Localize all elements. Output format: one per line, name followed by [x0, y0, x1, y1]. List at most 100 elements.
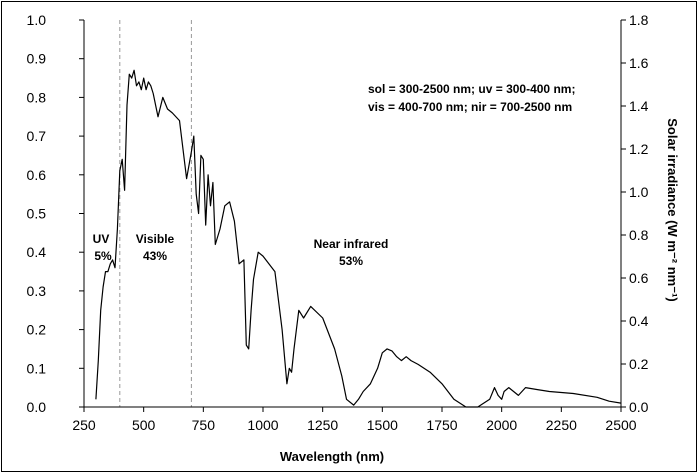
data-point	[286, 383, 288, 385]
data-point	[110, 263, 112, 265]
right-y-tick-label: 1.4	[629, 98, 649, 114]
data-point	[100, 310, 102, 312]
data-point	[121, 159, 123, 161]
x-tick-label: 2250	[546, 417, 577, 433]
data-point	[289, 368, 291, 370]
data-point	[346, 399, 348, 401]
data-point	[250, 310, 252, 312]
left-y-tick-label: 0.3	[27, 283, 47, 299]
data-point	[377, 368, 379, 370]
data-point	[195, 193, 197, 195]
left-y-tick-label: 0.5	[27, 206, 47, 222]
left-y-tick-label: 0.4	[27, 244, 47, 260]
data-point	[224, 205, 226, 207]
data-point	[179, 120, 181, 122]
left-y-tick-label: 0.9	[27, 51, 47, 67]
data-point	[358, 399, 360, 401]
right-y-tick-label: 1.0	[629, 184, 649, 200]
data-point	[620, 402, 622, 404]
data-point	[248, 348, 250, 350]
data-point	[105, 271, 107, 273]
band-definitions-line-2: vis = 400-700 nm; nir = 700-2500 nm	[368, 100, 572, 114]
left-y-tick-label: 0.1	[27, 360, 47, 376]
data-point	[382, 352, 384, 354]
data-point	[131, 77, 133, 79]
data-point	[370, 383, 372, 385]
data-point	[513, 391, 515, 393]
x-tick-label: 2500	[605, 417, 636, 433]
visible-label: Visible	[136, 232, 175, 246]
data-point	[410, 360, 412, 362]
data-point	[465, 406, 467, 408]
data-point	[124, 190, 126, 192]
data-point	[291, 371, 293, 373]
data-point	[107, 271, 109, 273]
data-point	[172, 112, 174, 114]
data-point	[145, 89, 147, 91]
x-tick-label: 1000	[247, 417, 278, 433]
data-point	[157, 116, 159, 118]
data-point	[152, 93, 154, 95]
data-point	[143, 77, 145, 79]
left-y-tick-label: 0.2	[27, 322, 47, 338]
visible-percent: 43%	[143, 249, 167, 263]
data-point	[608, 400, 610, 402]
data-point	[503, 391, 505, 393]
right-y-tick-label: 0.0	[629, 399, 649, 415]
data-point	[238, 263, 240, 265]
data-point	[203, 159, 205, 161]
data-point	[518, 395, 520, 397]
data-point	[253, 279, 255, 281]
data-point	[136, 85, 138, 87]
data-point	[477, 406, 479, 408]
data-point	[257, 251, 259, 253]
right-y-tick-label: 0.6	[629, 270, 649, 286]
data-point	[133, 70, 135, 72]
data-point	[150, 85, 152, 87]
x-tick-label: 250	[72, 417, 96, 433]
data-point	[243, 259, 245, 261]
x-tick-label: 500	[132, 417, 156, 433]
data-point	[162, 97, 164, 99]
data-point	[293, 348, 295, 350]
data-point	[207, 174, 209, 176]
data-point	[401, 360, 403, 362]
x-tick-label: 1250	[307, 417, 338, 433]
x-tick-label: 1750	[426, 417, 457, 433]
data-point	[114, 267, 116, 269]
right-y-tick-label: 0.2	[629, 356, 649, 372]
data-point	[98, 360, 100, 362]
data-point	[341, 375, 343, 377]
data-point	[167, 108, 169, 110]
data-point	[205, 224, 207, 226]
data-point	[508, 387, 510, 389]
left-y-tick-label: 0.0	[27, 399, 47, 415]
left-y-tick-label: 0.7	[27, 128, 47, 144]
data-point	[386, 348, 388, 350]
data-point	[494, 387, 496, 389]
data-point	[234, 220, 236, 222]
data-point	[138, 81, 140, 83]
data-point	[191, 151, 193, 153]
data-point	[453, 399, 455, 401]
right-y-tick-label: 1.8	[629, 12, 649, 28]
data-point	[95, 399, 97, 401]
data-point	[489, 399, 491, 401]
data-point	[497, 395, 499, 397]
data-point	[212, 182, 214, 184]
data-point	[353, 404, 355, 406]
data-point	[119, 170, 121, 172]
data-point	[148, 81, 150, 83]
data-point	[334, 348, 336, 350]
data-point	[200, 155, 202, 157]
data-point	[417, 364, 419, 366]
data-point	[362, 391, 364, 393]
data-point	[537, 389, 539, 391]
data-point	[141, 89, 143, 91]
right-y-tick-label: 1.2	[629, 141, 649, 157]
band-definitions-line-1: sol = 300-2500 nm; uv = 300-400 nm;	[368, 82, 575, 96]
data-point	[126, 104, 128, 106]
data-point	[229, 201, 231, 203]
